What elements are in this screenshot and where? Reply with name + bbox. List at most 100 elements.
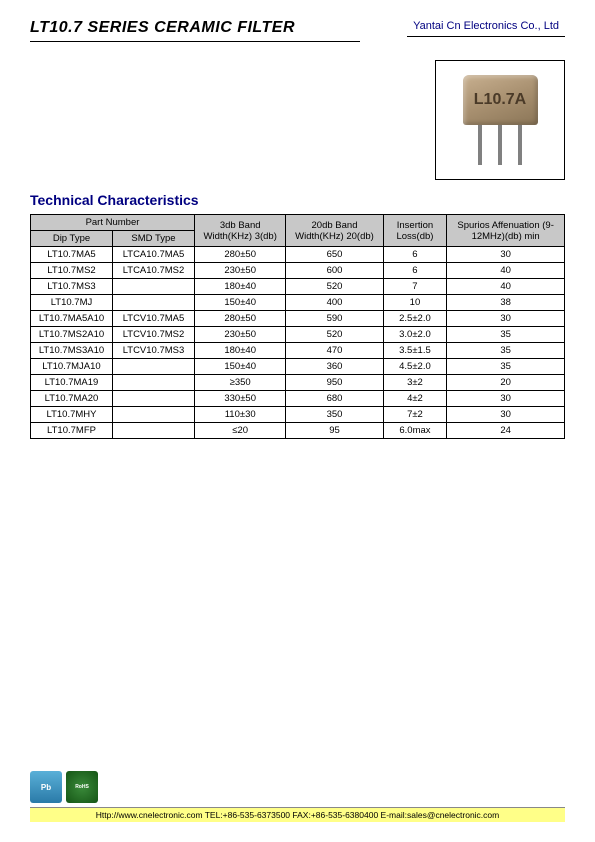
table-cell: 950 (286, 375, 383, 391)
rohs-icon: RoHS (66, 771, 98, 803)
table-cell: LTCV10.7MS2 (113, 327, 195, 343)
header-smd-type: SMD Type (113, 231, 195, 247)
table-cell: 2.5±2.0 (383, 311, 447, 327)
table-cell: 360 (286, 359, 383, 375)
footer: Pb RoHS Http://www.cnelectronic.com TEL:… (30, 771, 565, 822)
table-cell: 7±2 (383, 407, 447, 423)
header-dip-type: Dip Type (31, 231, 113, 247)
table-cell: LT10.7MA19 (31, 375, 113, 391)
characteristics-table: Part Number 3db Band Width(KHz) 3(db) 20… (30, 214, 565, 439)
table-cell: 330±50 (195, 391, 286, 407)
component-body: L10.7A (463, 75, 538, 125)
table-cell: LT10.7MJA10 (31, 359, 113, 375)
table-cell: 95 (286, 423, 383, 439)
table-cell (113, 295, 195, 311)
table-cell: 180±40 (195, 279, 286, 295)
table-cell: 520 (286, 327, 383, 343)
table-row: LT10.7MFP ≤20956.0max24 (31, 423, 565, 439)
table-cell: 38 (447, 295, 565, 311)
table-cell: 180±40 (195, 343, 286, 359)
table-cell: 35 (447, 343, 565, 359)
table-cell (113, 375, 195, 391)
table-cell: 400 (286, 295, 383, 311)
header: LT10.7 SERIES CERAMIC FILTER Yantai Cn E… (0, 0, 595, 41)
table-row: LT10.7MJA10 150±403604.5±2.035 (31, 359, 565, 375)
table-cell: 470 (286, 343, 383, 359)
table-cell: LT10.7MS3A10 (31, 343, 113, 359)
table-cell: 150±40 (195, 359, 286, 375)
table-row: LT10.7MJ 150±404001038 (31, 295, 565, 311)
table-cell: 280±50 (195, 247, 286, 263)
table-row: LT10.7MHY 110±303507±230 (31, 407, 565, 423)
table-cell: 30 (447, 247, 565, 263)
table-cell: LT10.7MFP (31, 423, 113, 439)
table-cell: 40 (447, 263, 565, 279)
table-cell: 30 (447, 407, 565, 423)
table-cell: 230±50 (195, 263, 286, 279)
table-row: LT10.7MA20 330±506804±230 (31, 391, 565, 407)
table-cell: 600 (286, 263, 383, 279)
table-cell: 30 (447, 391, 565, 407)
table-cell: 6 (383, 247, 447, 263)
table-body: LT10.7MA5LTCA10.7MA5280±50650630LT10.7MS… (31, 247, 565, 439)
table-cell: LT10.7MA5A10 (31, 311, 113, 327)
table-cell: LT10.7MJ (31, 295, 113, 311)
table-cell: 110±30 (195, 407, 286, 423)
table-cell: 40 (447, 279, 565, 295)
table-cell: 35 (447, 327, 565, 343)
table-cell: 680 (286, 391, 383, 407)
component-leg (518, 125, 522, 165)
table-cell: LTCV10.7MA5 (113, 311, 195, 327)
table-cell: 150±40 (195, 295, 286, 311)
table-cell (113, 391, 195, 407)
table-cell: 3.5±1.5 (383, 343, 447, 359)
table-cell: 650 (286, 247, 383, 263)
header-rule (30, 41, 360, 42)
table-cell: LT10.7MS3 (31, 279, 113, 295)
table-cell: 350 (286, 407, 383, 423)
table-cell: ≤20 (195, 423, 286, 439)
table-row: LT10.7MA5LTCA10.7MA5280±50650630 (31, 247, 565, 263)
table-row: LT10.7MS2LTCA10.7MS2230±50600640 (31, 263, 565, 279)
header-insertion: Insertion Loss(db) (383, 215, 447, 247)
footer-contact: Http://www.cnelectronic.com TEL:+86-535-… (30, 807, 565, 822)
component-leg (478, 125, 482, 165)
table-cell: ≥350 (195, 375, 286, 391)
section-title: Technical Characteristics (30, 192, 595, 208)
table-cell: 4.5±2.0 (383, 359, 447, 375)
product-image: L10.7A (435, 60, 565, 180)
table-cell: 520 (286, 279, 383, 295)
table-cell: 6 (383, 263, 447, 279)
table-cell: 280±50 (195, 311, 286, 327)
table-cell: LTCV10.7MS3 (113, 343, 195, 359)
table-cell (113, 407, 195, 423)
company-name: Yantai Cn Electronics Co., Ltd (407, 18, 565, 37)
component-legs (463, 125, 538, 165)
table-cell: 10 (383, 295, 447, 311)
table-cell (113, 279, 195, 295)
table-cell (113, 359, 195, 375)
table-cell (113, 423, 195, 439)
header-spurious: Spurios Affenuation (9-12MHz)(db) min (447, 215, 565, 247)
table-cell: 24 (447, 423, 565, 439)
table-cell: 30 (447, 311, 565, 327)
table-cell: LT10.7MHY (31, 407, 113, 423)
table-cell: 590 (286, 311, 383, 327)
table-cell: 35 (447, 359, 565, 375)
header-20db: 20db Band Width(KHz) 20(db) (286, 215, 383, 247)
table-row: LT10.7MA5A10LTCV10.7MA5280±505902.5±2.03… (31, 311, 565, 327)
table-cell: LT10.7MS2 (31, 263, 113, 279)
table-cell: 4±2 (383, 391, 447, 407)
table-cell: 6.0max (383, 423, 447, 439)
table-cell: LTCA10.7MA5 (113, 247, 195, 263)
table-row: LT10.7MS2A10LTCV10.7MS2230±505203.0±2.03… (31, 327, 565, 343)
page-title: LT10.7 SERIES CERAMIC FILTER (30, 19, 397, 37)
table-cell: 7 (383, 279, 447, 295)
table-cell: LT10.7MS2A10 (31, 327, 113, 343)
table-cell: LT10.7MA20 (31, 391, 113, 407)
table-header: Part Number 3db Band Width(KHz) 3(db) 20… (31, 215, 565, 247)
pb-free-icon: Pb (30, 771, 62, 803)
table-cell: 3±2 (383, 375, 447, 391)
table-cell: 230±50 (195, 327, 286, 343)
table-cell: 20 (447, 375, 565, 391)
